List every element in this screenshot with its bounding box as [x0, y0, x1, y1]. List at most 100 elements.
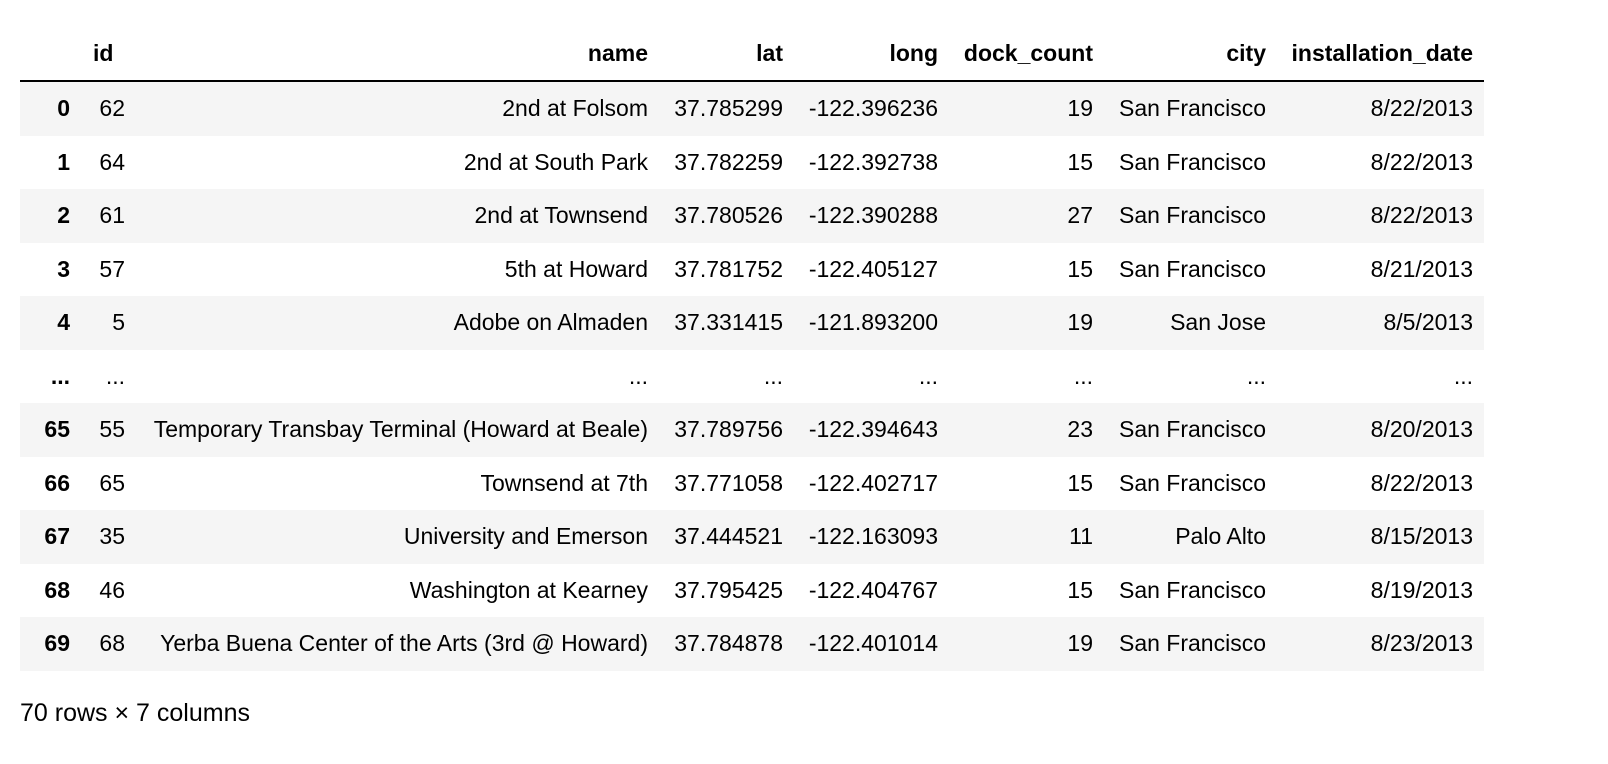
cell-dock-count: 19 — [1067, 309, 1093, 336]
cell-lat: ... — [763, 362, 783, 389]
cell-long: -121.893200 — [808, 309, 938, 336]
cell-long: -122.401014 — [808, 630, 938, 657]
cell-city: San Francisco — [1118, 630, 1266, 657]
cell-name: 2nd at South Park — [463, 148, 648, 175]
cell-id: 61 — [99, 202, 125, 229]
table-row: 68 46 Washington at Kearney 37.795425 -122.4… — [20, 563, 1484, 617]
cell-index: 65 — [44, 416, 70, 443]
table-header: id name lat long dock_count city install… — [20, 26, 1484, 82]
cell-id: 62 — [99, 95, 125, 122]
cell-lat: 37.780526 — [674, 202, 783, 229]
cell-city: San Jose — [1170, 309, 1266, 336]
table-row: 3 57 5th at Howard 37.781752 -122.405127 15 Sa… — [20, 242, 1484, 296]
cell-name: Townsend at 7th — [480, 469, 648, 496]
cell-name: 5th at Howard — [504, 255, 648, 282]
cell-name: Yerba Buena Center of the Arts (3rd @ Ho… — [160, 630, 648, 657]
cell-id: 5 — [112, 309, 125, 336]
cell-index: 3 — [57, 255, 70, 282]
cell-dock-count: 15 — [1067, 576, 1093, 603]
cell-lat: 37.789756 — [674, 416, 783, 443]
table-body: 0 62 2nd at Folsom 37.785299 -122.396236 19 Sa… — [20, 81, 1484, 671]
dataframe-container: id name lat long dock_count city install… — [20, 26, 1484, 671]
cell-city: San Francisco — [1118, 416, 1266, 443]
cell-lat: 37.771058 — [674, 469, 783, 496]
cell-lat: 37.781752 — [674, 255, 783, 282]
cell-installation-date: ... — [1453, 362, 1473, 389]
cell-city: San Francisco — [1118, 255, 1266, 282]
header-dock-count: dock_count — [949, 26, 1104, 82]
cell-installation-date: 8/21/2013 — [1370, 255, 1473, 282]
table-row: 69 68 Yerba Buena Center of the Arts (3rd … — [20, 617, 1484, 671]
header-long: long — [794, 26, 949, 82]
cell-id: 64 — [99, 148, 125, 175]
cell-dock-count: 15 — [1067, 469, 1093, 496]
cell-name: University and Emerson — [403, 523, 648, 550]
cell-id: 68 — [99, 630, 125, 657]
header-row: id name lat long dock_count city install… — [20, 26, 1484, 82]
shape-summary: 70 rows × 7 columns — [20, 699, 250, 727]
cell-name: Washington at Kearney — [409, 576, 648, 603]
table-row: 67 35 University and Emerson 37.444521 -122.… — [20, 510, 1484, 564]
cell-index: 4 — [57, 309, 70, 336]
cell-city: ... — [1246, 362, 1266, 389]
ellipsis-row: ........................ — [20, 349, 1484, 403]
cell-id: 57 — [99, 255, 125, 282]
cell-id: 65 — [99, 469, 125, 496]
cell-lat: 37.795425 — [674, 576, 783, 603]
cell-installation-date: 8/20/2013 — [1370, 416, 1473, 443]
cell-installation-date: 8/15/2013 — [1370, 523, 1473, 550]
cell-name: 2nd at Townsend — [474, 202, 649, 229]
cell-index: ... — [50, 362, 70, 389]
cell-lat: 37.444521 — [674, 523, 783, 550]
cell-index: 67 — [44, 523, 70, 550]
cell-dock-count: ... — [1073, 362, 1093, 389]
cell-id: ... — [105, 362, 125, 389]
cell-dock-count: 11 — [1069, 523, 1093, 550]
cell-id: 46 — [99, 576, 125, 603]
dataframe-table: id name lat long dock_count city install… — [20, 26, 1484, 671]
table-row: 66 65 Townsend at 7th 37.771058 -122.402717 1… — [20, 456, 1484, 510]
cell-dock-count: 19 — [1067, 630, 1093, 657]
cell-index: 0 — [57, 95, 70, 122]
cell-long: -122.394643 — [808, 416, 938, 443]
cell-installation-date: 8/19/2013 — [1370, 576, 1473, 603]
cell-long: -122.390288 — [808, 202, 938, 229]
cell-long: -122.396236 — [808, 95, 938, 122]
cell-long: -122.405127 — [808, 255, 938, 282]
cell-index: 68 — [44, 576, 70, 603]
cell-city: San Francisco — [1118, 95, 1266, 122]
cell-lat: 37.785299 — [674, 95, 783, 122]
header-index — [20, 26, 81, 82]
cell-city: Palo Alto — [1175, 523, 1266, 550]
cell-long: -122.404767 — [808, 576, 938, 603]
cell-city: San Francisco — [1118, 148, 1266, 175]
cell-dock-count: 23 — [1067, 416, 1093, 443]
header-city: city — [1104, 26, 1277, 82]
cell-installation-date: 8/23/2013 — [1370, 630, 1473, 657]
cell-installation-date: 8/5/2013 — [1383, 309, 1473, 336]
cell-long: -122.392738 — [808, 148, 938, 175]
table-row: 4 5 Adobe on Almaden 37.331415 -121.893200 19… — [20, 296, 1484, 350]
cell-name: Temporary Transbay Terminal (Howard at B… — [153, 416, 648, 443]
cell-installation-date: 8/22/2013 — [1370, 202, 1473, 229]
cell-index: 66 — [44, 469, 70, 496]
cell-city: San Francisco — [1118, 469, 1266, 496]
cell-long: -122.402717 — [808, 469, 938, 496]
cell-dock-count: 15 — [1067, 255, 1093, 282]
table-row: 65 55 Temporary Transbay Terminal (Howard … — [20, 403, 1484, 457]
cell-dock-count: 19 — [1067, 95, 1093, 122]
cell-long: -122.163093 — [808, 523, 938, 550]
cell-installation-date: 8/22/2013 — [1370, 469, 1473, 496]
cell-lat: 37.331415 — [674, 309, 783, 336]
cell-name: 2nd at Folsom — [502, 95, 648, 122]
cell-city: San Francisco — [1118, 576, 1266, 603]
cell-index: 69 — [44, 630, 70, 657]
cell-lat: 37.784878 — [674, 630, 783, 657]
cell-long: ... — [918, 362, 938, 389]
cell-installation-date: 8/22/2013 — [1370, 95, 1473, 122]
table-row: 0 62 2nd at Folsom 37.785299 -122.396236 19 Sa… — [20, 81, 1484, 136]
table-row: 2 61 2nd at Townsend 37.780526 -122.390288 27… — [20, 189, 1484, 243]
cell-id: 35 — [99, 523, 125, 550]
header-name: name — [136, 26, 659, 82]
cell-id: 55 — [99, 416, 125, 443]
